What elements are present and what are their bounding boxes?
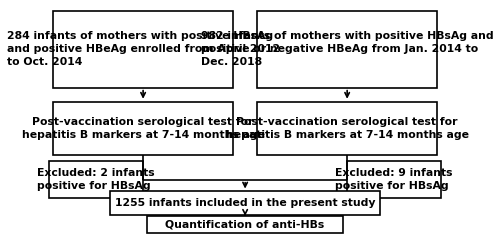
Text: 284 infants of mothers with positive HBsAg
and positive HBeAg enrolled from Apri: 284 infants of mothers with positive HBs… [6, 31, 280, 67]
Text: Post-vaccination serological test for
hepatitis B markers at 7-14 months age: Post-vaccination serological test for he… [226, 117, 468, 140]
Text: Post-vaccination serological test for
hepatitis B markers at 7-14 months age: Post-vaccination serological test for he… [22, 117, 264, 140]
FancyBboxPatch shape [347, 161, 441, 198]
Text: Excluded: 2 infants
positive for HBsAg: Excluded: 2 infants positive for HBsAg [38, 168, 155, 191]
FancyBboxPatch shape [49, 161, 143, 198]
FancyBboxPatch shape [110, 191, 380, 215]
FancyBboxPatch shape [54, 11, 233, 88]
Text: Quantification of anti-HBs: Quantification of anti-HBs [166, 220, 325, 230]
Text: Excluded: 9 infants
positive for HBsAg: Excluded: 9 infants positive for HBsAg [336, 168, 453, 191]
FancyBboxPatch shape [54, 102, 233, 155]
Text: 982 infants of mothers with positive HBsAg and
positive or negative HBeAg from J: 982 infants of mothers with positive HBs… [201, 31, 494, 67]
FancyBboxPatch shape [147, 216, 343, 233]
Text: 1255 infants included in the present study: 1255 infants included in the present stu… [115, 198, 376, 208]
FancyBboxPatch shape [258, 11, 437, 88]
FancyBboxPatch shape [258, 102, 437, 155]
